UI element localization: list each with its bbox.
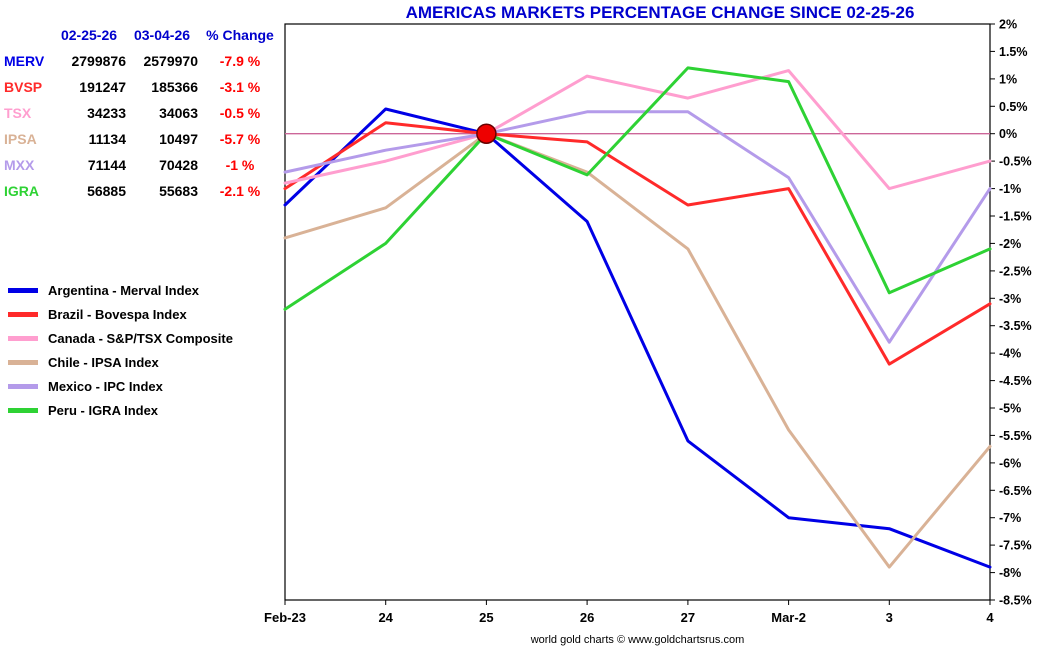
- y-tick-label: -3%: [999, 292, 1021, 306]
- col-header-end-date: 03-04-26: [133, 27, 191, 43]
- legend-color-swatch: [8, 287, 38, 293]
- legend-item: Chile - IPSA Index: [8, 350, 233, 374]
- index-ticker-label: MXX: [4, 157, 35, 173]
- table-header-row: 02-25-26 03-04-26 % Change: [4, 22, 282, 48]
- legend-color-swatch: [8, 383, 38, 389]
- y-tick-label: -6%: [999, 456, 1021, 470]
- index-ticker-label: IPSA: [4, 131, 37, 147]
- y-tick-label: 0%: [999, 127, 1017, 141]
- chart-title: AMERICAS MARKETS PERCENTAGE CHANGE SINCE…: [405, 3, 915, 22]
- percent-change-value: -3.1 %: [219, 79, 261, 95]
- end-value: 34063: [159, 105, 198, 121]
- end-value: 10497: [159, 131, 198, 147]
- y-tick-label: 1%: [999, 72, 1017, 86]
- col-header-change: % Change: [206, 27, 274, 43]
- y-tick-label: -4.5%: [999, 374, 1032, 388]
- reference-point-marker: [476, 123, 497, 144]
- legend-color-swatch: [8, 335, 38, 341]
- x-tick-label: Feb-23: [264, 610, 306, 625]
- legend-color-swatch: [8, 311, 38, 317]
- percent-change-value: -1 %: [225, 157, 255, 173]
- y-tick-label: -6.5%: [999, 484, 1032, 498]
- legend-label: Chile - IPSA Index: [48, 354, 159, 370]
- legend-label: Mexico - IPC Index: [48, 378, 163, 394]
- start-value: 34233: [87, 105, 126, 121]
- legend-label: Brazil - Bovespa Index: [48, 306, 187, 322]
- legend: Argentina - Merval Index Brazil - Bovespa…: [8, 278, 233, 422]
- legend-color-swatch: [8, 359, 38, 365]
- legend-item: Argentina - Merval Index: [8, 278, 233, 302]
- series-line-TSX: [283, 69, 992, 191]
- legend-color-swatch: [8, 407, 38, 413]
- legend-item: Brazil - Bovespa Index: [8, 302, 233, 326]
- end-value: 70428: [159, 157, 198, 173]
- index-ticker-label: IGRA: [4, 183, 39, 199]
- y-tick-label: -2.5%: [999, 264, 1032, 278]
- x-tick-label: 27: [681, 610, 695, 625]
- start-value: 71144: [87, 157, 126, 173]
- y-tick-label: 1.5%: [999, 45, 1028, 59]
- legend-label: Peru - IGRA Index: [48, 402, 159, 418]
- table-row: TSX 34233 34063 -0.5 %: [4, 100, 282, 126]
- table-row: MERV 2799876 2579970 -7.9 %: [4, 48, 282, 74]
- percent-change-value: -5.7 %: [219, 131, 261, 147]
- table-row: IGRA 56885 55683 -2.1 %: [4, 178, 282, 204]
- series-line-IPSA: [283, 132, 992, 569]
- x-tick-label: Mar-2: [771, 610, 806, 625]
- legend-label: Canada - S&P/TSX Composite: [48, 330, 233, 346]
- legend-label: Argentina - Merval Index: [48, 282, 199, 298]
- y-tick-label: -7.5%: [999, 539, 1032, 553]
- start-value: 2799876: [71, 53, 126, 69]
- y-tick-label: -8%: [999, 566, 1021, 580]
- y-tick-label: -5%: [999, 402, 1021, 416]
- y-tick-label: -0.5%: [999, 155, 1032, 169]
- footer-credit: world gold charts © www.goldchartsrus.co…: [530, 634, 745, 646]
- legend-item: Canada - S&P/TSX Composite: [8, 326, 233, 350]
- index-ticker-label: MERV: [4, 53, 45, 69]
- y-tick-label: -3.5%: [999, 319, 1032, 333]
- end-value: 55683: [159, 183, 198, 199]
- y-tick-label: -8.5%: [999, 594, 1032, 608]
- start-value: 191247: [79, 79, 126, 95]
- percent-change-value: -0.5 %: [219, 105, 261, 121]
- plot-frame: [284, 23, 991, 601]
- end-value: 2579970: [143, 53, 198, 69]
- y-tick-label: -1.5%: [999, 210, 1032, 224]
- index-ticker-label: BVSP: [4, 79, 43, 95]
- series-line-IGRA: [283, 66, 992, 311]
- y-tick-label: -5.5%: [999, 429, 1032, 443]
- start-value: 56885: [87, 183, 126, 199]
- legend-item: Mexico - IPC Index: [8, 374, 233, 398]
- y-tick-label: 2%: [999, 18, 1017, 32]
- index-ticker-label: TSX: [4, 105, 32, 121]
- y-tick-label: -4%: [999, 347, 1021, 361]
- x-tick-label: 3: [886, 610, 893, 625]
- col-header-start-date: 02-25-26: [60, 27, 118, 43]
- x-tick-label: 24: [378, 610, 393, 625]
- percent-change-value: -7.9 %: [219, 53, 261, 69]
- x-tick-label: 25: [479, 610, 493, 625]
- legend-item: Peru - IGRA Index: [8, 398, 233, 422]
- table-row: MXX 71144 70428 -1 %: [4, 152, 282, 178]
- x-tick-label: 4: [986, 610, 994, 625]
- table-row: BVSP 191247 185366 -3.1 %: [4, 74, 282, 100]
- summary-table: 02-25-26 03-04-26 % Change MERV 2799876 25799…: [4, 22, 282, 204]
- series-line-MERV: [283, 107, 992, 569]
- start-value: 11134: [88, 131, 126, 147]
- table-row: IPSA 11134 10497 -5.7 %: [4, 126, 282, 152]
- percent-change-value: -2.1 %: [219, 183, 261, 199]
- series-line-MXX: [283, 110, 992, 344]
- y-tick-label: -1%: [999, 182, 1021, 196]
- y-tick-label: -2%: [999, 237, 1021, 251]
- end-value: 185366: [151, 79, 198, 95]
- y-tick-label: 0.5%: [999, 100, 1028, 114]
- x-tick-label: 26: [580, 610, 594, 625]
- y-tick-label: -7%: [999, 511, 1021, 525]
- series-line-BVSP: [283, 121, 992, 366]
